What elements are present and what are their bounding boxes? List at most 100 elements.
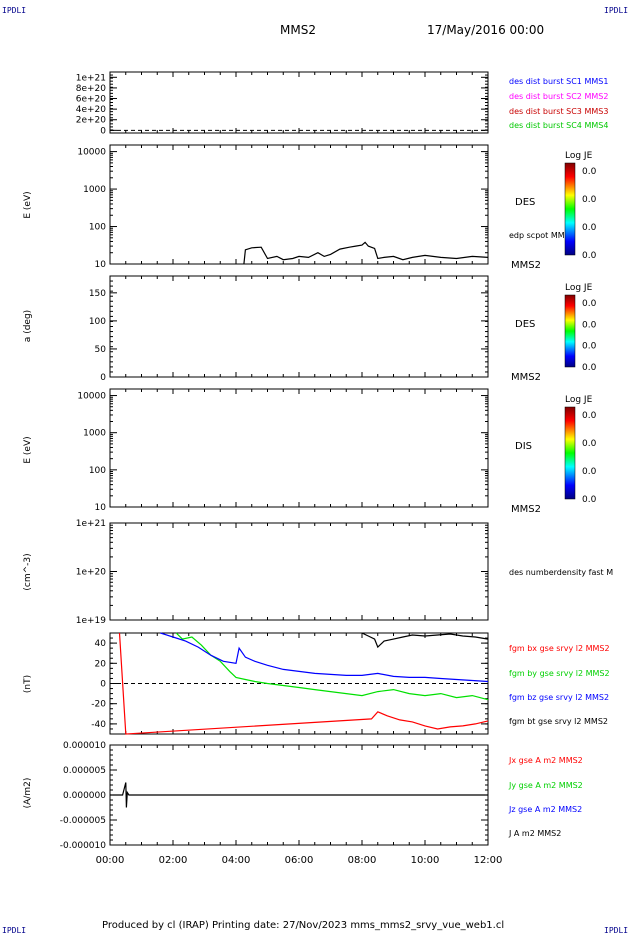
- ytick-label-p5-0: 1e+21: [76, 519, 106, 529]
- ytick-label-p1-2: 6e+20: [76, 95, 107, 105]
- legend-p6-3: fgm bt gse srvy l2 MMS2: [509, 717, 608, 726]
- colorbar-tick-p2-1: 0.0: [582, 195, 597, 205]
- ytick-label-p3-0: 150: [89, 289, 106, 299]
- colorbar-title-p4: Log JE: [565, 395, 593, 405]
- legend-p6-1: fgm by gse srvy l2 MMS2: [509, 669, 610, 678]
- ytick-label-p1-1: 8e+20: [76, 84, 107, 94]
- colorbar-p4: [564, 406, 576, 500]
- colorbar-p3: [564, 294, 576, 368]
- plot-frame-p5: [109, 522, 489, 621]
- xtick-label-2: 04:00: [222, 855, 251, 866]
- series-line-p6-1: [175, 632, 489, 701]
- ytick-label-p6-3: -20: [91, 700, 106, 710]
- ytick-label-p7-4: -0.000010: [60, 841, 106, 851]
- series-line-p6-2: [160, 632, 489, 683]
- ytick-label-p4-2: 100: [89, 466, 106, 476]
- side-label-p3: DES: [515, 319, 535, 330]
- ytick-label-p1-5: 0: [100, 126, 106, 136]
- colorbar-title-p3: Log JE: [565, 283, 593, 293]
- datetime-title: 17/May/2016 00:00: [427, 23, 545, 37]
- ytick-label-p1-3: 4e+20: [76, 105, 107, 115]
- corner-label-bottom-right: IPDLI: [604, 926, 629, 935]
- colorbar-tick-p4-2: 0.0: [582, 467, 597, 477]
- ylabel-p2: E (eV): [23, 191, 33, 218]
- series-line-p7-0: [110, 782, 488, 808]
- legend-p6-2: fgm bz gse srvy l2 MMS2: [509, 693, 609, 702]
- ytick-label-p7-3: -0.000005: [60, 816, 106, 826]
- colorbar-tick-p2-2: 0.0: [582, 223, 597, 233]
- plot-frame-p4: [109, 388, 489, 508]
- series-label-p5: des numberdensity fast M: [509, 568, 613, 577]
- legend-p1-3: des dist burst SC4 MMS4: [509, 121, 608, 130]
- legend-p1-2: des dist burst SC3 MMS3: [509, 107, 608, 116]
- ytick-label-p3-2: 50: [95, 345, 107, 355]
- ytick-label-p2-3: 10: [95, 260, 107, 270]
- ylabel-p3: a (deg): [23, 310, 33, 342]
- colorbar-tick-p3-1: 0.0: [582, 320, 597, 330]
- ytick-label-p2-1: 1000: [83, 185, 106, 195]
- colorbar-title-p2: Log JE: [565, 151, 593, 161]
- panel-label-p2: MMS2: [511, 260, 541, 271]
- ytick-label-p7-1: 0.000005: [63, 766, 106, 776]
- corner-label-top-left: IPDLI: [2, 6, 27, 15]
- ytick-label-p6-4: -40: [91, 720, 106, 730]
- legend-p7-3: J A m2 MMS2: [508, 829, 561, 838]
- legend-p7-0: Jx gse A m2 MMS2: [508, 756, 583, 765]
- plot-frame-p1: [109, 71, 489, 134]
- ytick-label-p4-0: 10000: [77, 392, 106, 402]
- ylabel-p6: (nT): [23, 675, 33, 693]
- series-label-p2: edp scpot MMS2: [509, 231, 575, 240]
- panel-label-p3: MMS2: [511, 372, 541, 383]
- ytick-label-p6-1: 20: [95, 659, 107, 669]
- ytick-label-p7-0: 0.000010: [63, 741, 106, 751]
- ytick-label-p1-4: 2e+20: [76, 116, 107, 126]
- ytick-label-p2-0: 10000: [77, 148, 106, 158]
- colorbar-tick-p4-0: 0.0: [582, 411, 597, 421]
- footer-text: Produced by cl (IRAP) Printing date: 27/…: [102, 920, 505, 931]
- ylabel-p7: (A/m2): [23, 778, 33, 809]
- colorbar-tick-p2-3: 0.0: [582, 251, 597, 261]
- plot-frame-p2: [109, 144, 489, 265]
- plot-frame-p3: [109, 275, 489, 378]
- side-label-p2: DES: [515, 197, 535, 208]
- side-label-p4: DIS: [515, 441, 532, 452]
- legend-p1-0: des dist burst SC1 MMS1: [509, 77, 608, 86]
- ytick-label-p5-2: 1e+19: [76, 616, 107, 626]
- legend-p1-1: des dist burst SC2 MMS2: [509, 92, 608, 101]
- panel-label-p4: MMS2: [511, 504, 541, 515]
- xtick-label-6: 12:00: [474, 855, 503, 866]
- series-line-p2-0: [243, 241, 489, 265]
- corner-label-top-right: IPDLI: [604, 6, 629, 15]
- xtick-label-0: 00:00: [96, 855, 125, 866]
- corner-label-bottom-left: IPDLI: [2, 926, 27, 935]
- colorbar-tick-p3-2: 0.0: [582, 342, 597, 352]
- ytick-label-p2-2: 100: [89, 223, 106, 233]
- ytick-label-p5-1: 1e+20: [76, 568, 107, 578]
- ytick-label-p3-3: 0: [100, 373, 106, 383]
- legend-p7-1: Jy gse A m2 MMS2: [508, 781, 583, 790]
- colorbar-tick-p3-3: 0.0: [582, 363, 597, 373]
- series-line-p6-3: [361, 632, 489, 649]
- spacecraft-title: MMS2: [280, 23, 316, 37]
- ytick-label-p4-3: 10: [95, 503, 107, 513]
- colorbar-p2: [564, 162, 576, 256]
- ytick-label-p6-0: 40: [95, 639, 107, 649]
- ylabel-p5: (cm^-3): [23, 553, 33, 590]
- ytick-label-p6-2: 0: [100, 680, 106, 690]
- colorbar-tick-p4-3: 0.0: [582, 495, 597, 505]
- ytick-label-p7-2: 0.000000: [63, 791, 106, 801]
- ylabel-p4: E (eV): [23, 436, 33, 463]
- colorbar-tick-p3-0: 0.0: [582, 299, 597, 309]
- xtick-label-4: 08:00: [348, 855, 377, 866]
- xtick-label-5: 10:00: [411, 855, 440, 866]
- ytick-label-p1-0: 1e+21: [76, 73, 106, 83]
- legend-p7-2: Jz gse A m2 MMS2: [508, 805, 582, 814]
- legend-p6-0: fgm bx gse srvy l2 MMS2: [509, 644, 610, 653]
- series-line-p6-0: [118, 632, 489, 735]
- xtick-label-3: 06:00: [285, 855, 314, 866]
- ytick-label-p4-1: 1000: [83, 429, 106, 439]
- colorbar-tick-p2-0: 0.0: [582, 167, 597, 177]
- colorbar-tick-p4-1: 0.0: [582, 439, 597, 449]
- ytick-label-p3-1: 100: [89, 317, 106, 327]
